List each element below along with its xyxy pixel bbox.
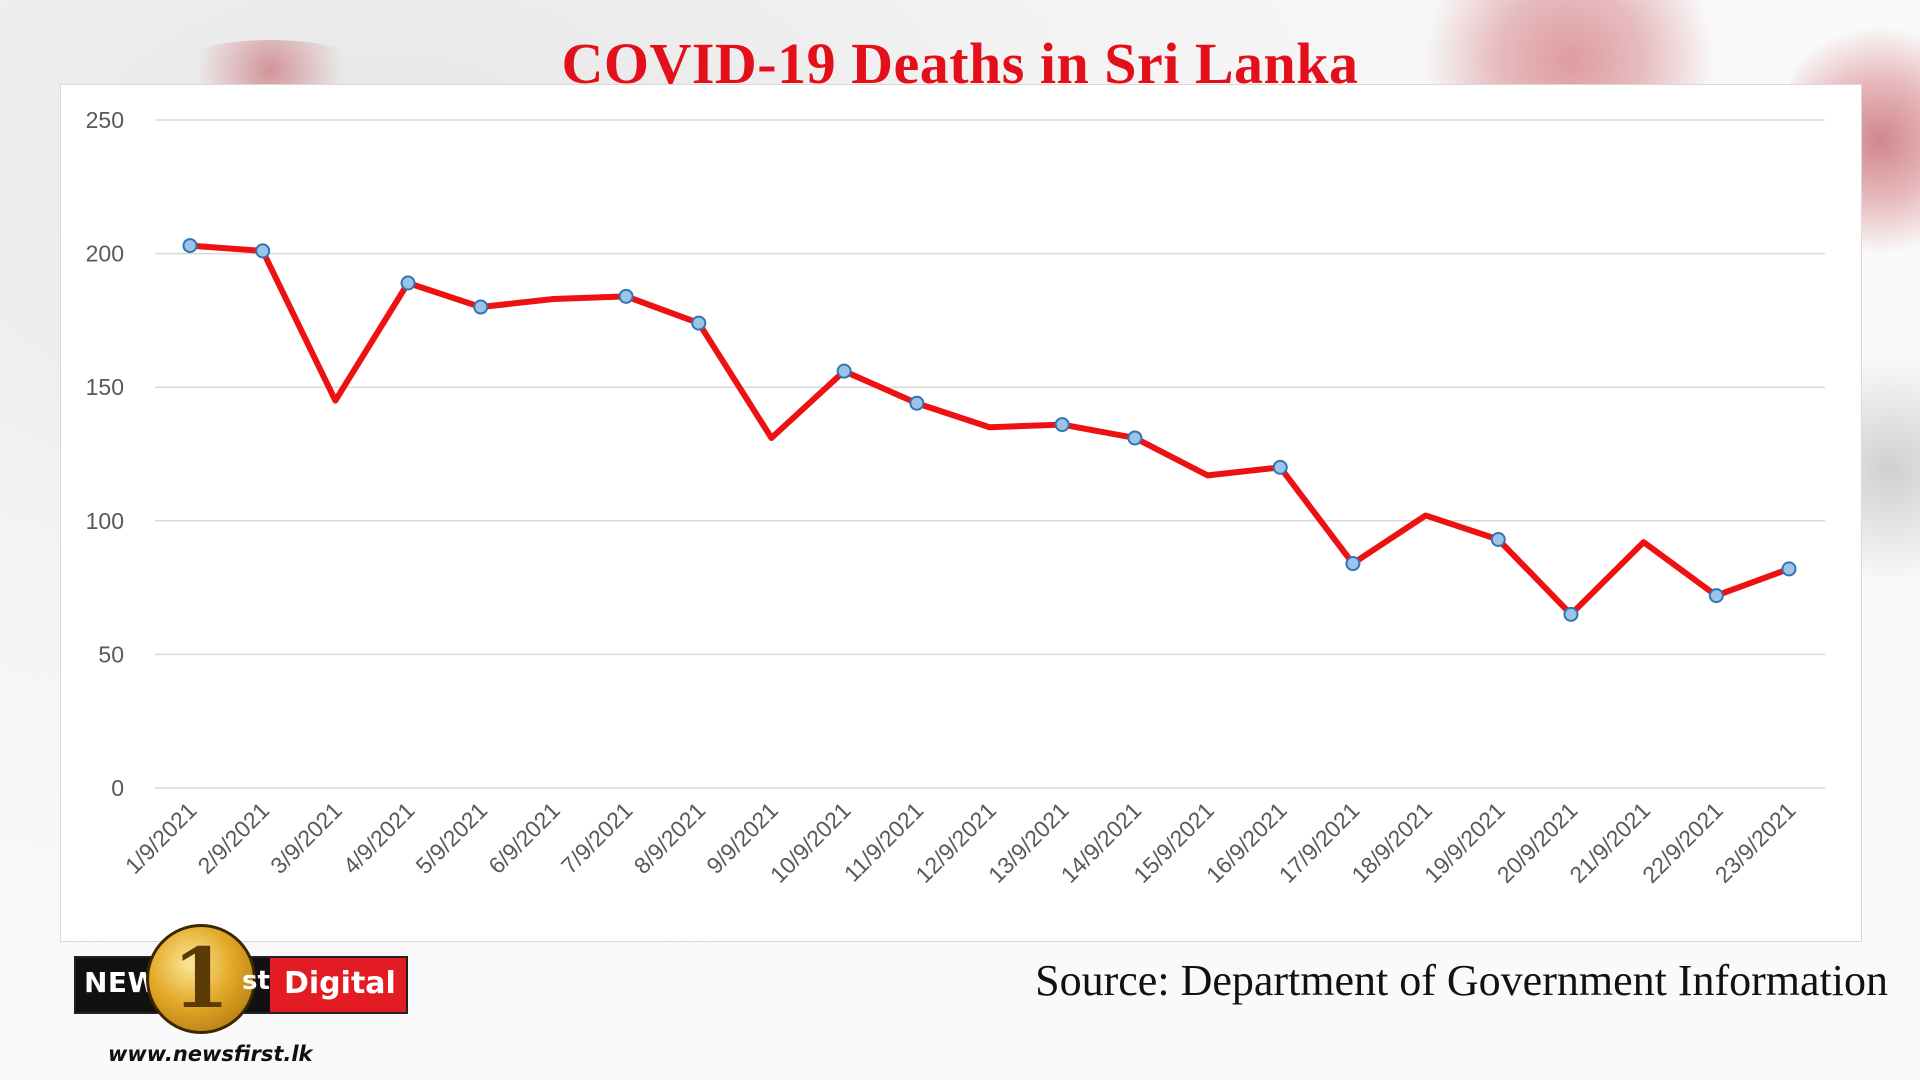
y-tick-label: 250 [86, 107, 124, 133]
series-line [187, 242, 1792, 618]
x-tick-label: 2/9/2021 [193, 797, 275, 879]
data-point [473, 299, 489, 315]
logo-st-text: st [242, 966, 270, 996]
x-tick-label: 5/9/2021 [411, 797, 493, 879]
chart-panel [60, 84, 1862, 942]
data-point [1708, 588, 1724, 604]
gridlines [155, 119, 1825, 789]
x-axis-ticks: 1/9/20212/9/20213/9/20214/9/20215/9/2021… [120, 797, 1801, 888]
y-tick-label: 100 [86, 508, 124, 534]
data-point [836, 363, 852, 379]
data-point [1054, 417, 1070, 433]
y-tick-label: 0 [111, 775, 124, 801]
logo-digital-text: Digital [284, 966, 396, 1001]
data-point [909, 395, 925, 411]
data-point [1127, 430, 1143, 446]
data-point [182, 238, 198, 254]
source-caption: Source: Department of Government Informa… [1035, 956, 1888, 1005]
x-tick-label: 6/9/2021 [483, 797, 565, 879]
data-point [1345, 556, 1361, 572]
newsfirst-logo: NEWS 1 st Digital [74, 924, 410, 1044]
website-url: www.newsfirst.lk [108, 1042, 313, 1066]
x-tick-label: 23/9/2021 [1710, 797, 1801, 888]
series-deaths [182, 238, 1797, 622]
x-tick-label: 10/9/2021 [765, 797, 856, 888]
data-point [400, 275, 416, 291]
y-tick-label: 50 [98, 641, 124, 667]
x-tick-label: 3/9/2021 [265, 797, 347, 879]
x-tick-label: 1/9/2021 [120, 797, 202, 879]
data-point [255, 243, 271, 259]
data-point [1563, 606, 1579, 622]
logo-one-text: 1 [172, 931, 230, 1027]
y-tick-label: 150 [86, 374, 124, 400]
x-tick-label: 4/9/2021 [338, 797, 420, 879]
data-point [1490, 532, 1506, 548]
data-point [618, 288, 634, 304]
x-tick-label: 7/9/2021 [556, 797, 638, 879]
logo-emblem: 1 [146, 924, 256, 1034]
data-point [1272, 459, 1288, 475]
logo-red-panel [270, 958, 406, 1012]
y-tick-label: 200 [86, 241, 124, 267]
x-tick-label: 8/9/2021 [629, 797, 711, 879]
data-point [691, 315, 707, 331]
data-point [1781, 561, 1797, 577]
y-axis-ticks: 0 50 100 150 200 250 [86, 107, 124, 801]
